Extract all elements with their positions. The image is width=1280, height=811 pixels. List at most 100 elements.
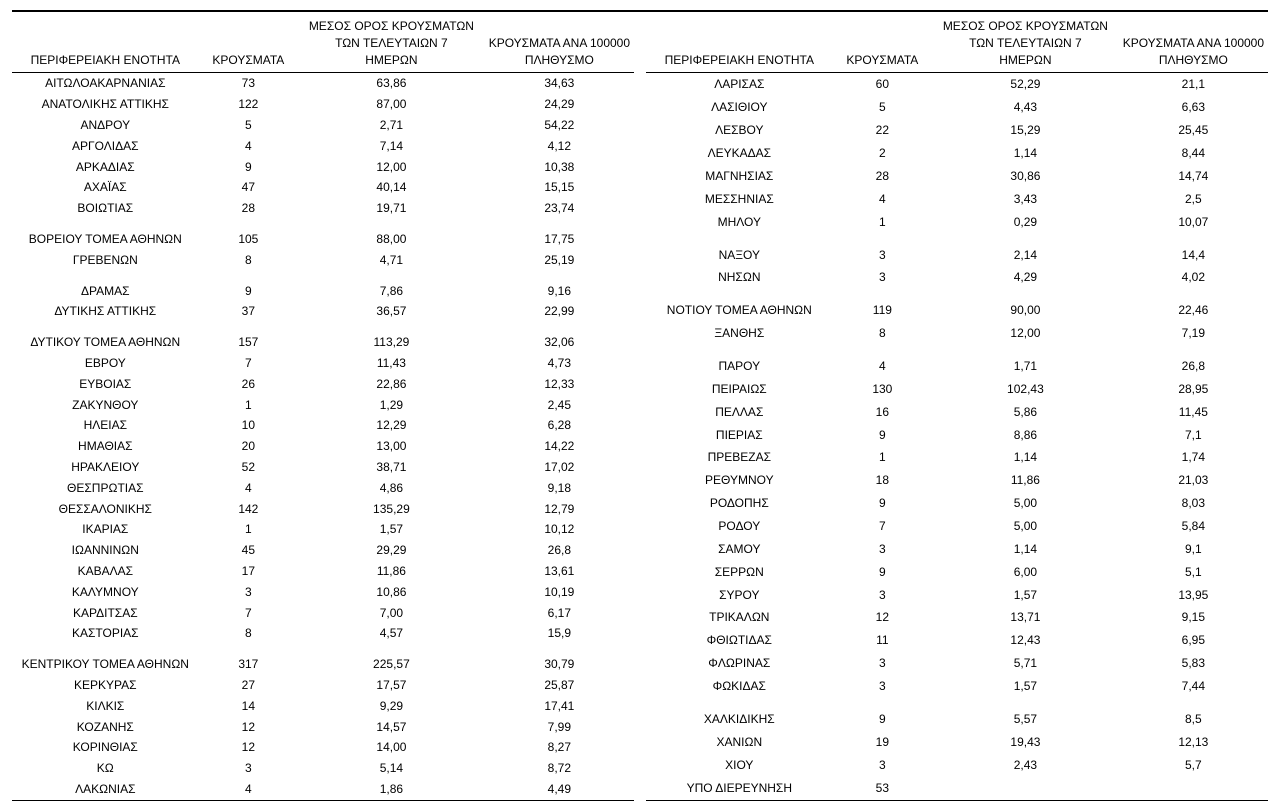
cell-per: 7,1 <box>1119 423 1268 446</box>
cell-cases: 4 <box>199 779 299 800</box>
cell-cases: 18 <box>833 469 933 492</box>
table-row: ΜΑΓΝΗΣΙΑΣ2830,8614,74 <box>646 165 1268 188</box>
table-row: ΛΑΣΙΘΙΟΥ54,436,63 <box>646 96 1268 119</box>
table-row: ΛΕΣΒΟΥ2215,2925,45 <box>646 119 1268 142</box>
table-row: ΝΗΣΩΝ34,294,02 <box>646 266 1268 289</box>
cell-cases: 7 <box>833 515 933 538</box>
cell-region: ΑΡΚΑΔΙΑΣ <box>12 157 199 178</box>
cell-per: 21,1 <box>1119 73 1268 96</box>
hdr-avg: ΜΕΣΟΣ ΟΡΟΣ ΚΡΟΥΣΜΑΤΩΝ ΤΩΝ ΤΕΛΕΥΤΑΙΩΝ 7 Η… <box>298 12 485 73</box>
table-row: ΣΥΡΟΥ31,5713,95 <box>646 584 1268 607</box>
table-row: ΦΘΙΩΤΙΔΑΣ1112,436,95 <box>646 629 1268 652</box>
cell-avg: 0,29 <box>932 211 1119 234</box>
table-row: ΝΑΞΟΥ32,1414,4 <box>646 243 1268 266</box>
cell-region: ΠΑΡΟΥ <box>646 355 833 378</box>
cell-per: 5,84 <box>1119 515 1268 538</box>
cell-region: ΣΥΡΟΥ <box>646 584 833 607</box>
cell-cases: 73 <box>199 73 299 94</box>
table-row: ΣΑΜΟΥ31,149,1 <box>646 538 1268 561</box>
cell-per: 12,33 <box>485 374 634 395</box>
cell-cases: 122 <box>199 94 299 115</box>
cell-per: 9,1 <box>1119 538 1268 561</box>
cell-region: ΚΩ <box>12 758 199 779</box>
cell-region: ΑΝΑΤΟΛΙΚΗΣ ΑΤΤΙΚΗΣ <box>12 94 199 115</box>
cell-per: 13,95 <box>1119 584 1268 607</box>
hdr-region: ΠΕΡΙΦΕΡΕΙΑΚΗ ΕΝΟΤΗΤΑ <box>12 12 199 73</box>
cell-region: ΔΥΤΙΚΟΥ ΤΟΜΕΑ ΑΘΗΝΩΝ <box>12 332 199 353</box>
cell-cases: 52 <box>199 457 299 478</box>
table-row: ΚΟΡΙΝΘΙΑΣ1214,008,27 <box>12 737 634 758</box>
cell-avg: 7,14 <box>298 136 485 157</box>
table-row: ΜΗΛΟΥ10,2910,07 <box>646 211 1268 234</box>
cell-cases: 27 <box>199 675 299 696</box>
cell-cases: 1 <box>833 211 933 234</box>
cell-cases: 53 <box>833 776 933 800</box>
cell-avg: 1,57 <box>932 675 1119 698</box>
cell-cases: 20 <box>199 436 299 457</box>
table-row: ΛΕΥΚΑΔΑΣ21,148,44 <box>646 142 1268 165</box>
cell-cases: 1 <box>199 519 299 540</box>
cell-avg: 17,57 <box>298 675 485 696</box>
cell-region: ΛΑΣΙΘΙΟΥ <box>646 96 833 119</box>
table-row: ΦΩΚΙΔΑΣ31,577,44 <box>646 675 1268 698</box>
table-row: ΚΕΡΚΥΡΑΣ2717,5725,87 <box>12 675 634 696</box>
table-row: ΕΥΒΟΙΑΣ2622,8612,33 <box>12 374 634 395</box>
cell-per: 8,72 <box>485 758 634 779</box>
cell-avg: 4,43 <box>932 96 1119 119</box>
table-row: ΑΧΑΪΑΣ4740,1415,15 <box>12 177 634 198</box>
cell-avg: 14,57 <box>298 717 485 738</box>
cell-avg: 5,57 <box>932 708 1119 731</box>
cell-per: 54,22 <box>485 115 634 136</box>
cell-cases: 3 <box>833 538 933 561</box>
cell-cases: 10 <box>199 415 299 436</box>
table-row: ΘΕΣΠΡΩΤΙΑΣ44,869,18 <box>12 478 634 499</box>
cell-region: ΚΑΒΑΛΑΣ <box>12 561 199 582</box>
table-row: ΛΑΚΩΝΙΑΣ41,864,49 <box>12 779 634 800</box>
cell-avg: 1,57 <box>298 519 485 540</box>
cell-cases: 3 <box>199 582 299 603</box>
hdr-cases: ΚΡΟΥΣΜΑΤΑ <box>833 12 933 73</box>
cell-avg: 5,00 <box>932 515 1119 538</box>
cell-region: ΛΑΚΩΝΙΑΣ <box>12 779 199 800</box>
cell-per: 11,45 <box>1119 401 1268 424</box>
cell-avg: 5,00 <box>932 492 1119 515</box>
cell-cases: 9 <box>833 708 933 731</box>
table-row <box>12 322 634 332</box>
cell-per: 5,1 <box>1119 561 1268 584</box>
table-row: ΙΚΑΡΙΑΣ11,5710,12 <box>12 519 634 540</box>
cell-avg: 11,86 <box>298 561 485 582</box>
cell-per: 8,5 <box>1119 708 1268 731</box>
cell-per: 22,99 <box>485 301 634 322</box>
cell-per: 5,7 <box>1119 754 1268 777</box>
cell-region: ΒΟΙΩΤΙΑΣ <box>12 198 199 219</box>
table-row: ΤΡΙΚΑΛΩΝ1213,719,15 <box>646 606 1268 629</box>
cell-avg: 29,29 <box>298 540 485 561</box>
table-row: ΜΕΣΣΗΝΙΑΣ43,432,5 <box>646 188 1268 211</box>
cell-region: ΗΛΕΙΑΣ <box>12 415 199 436</box>
cell-cases: 9 <box>199 157 299 178</box>
cell-cases: 4 <box>833 355 933 378</box>
cell-cases: 12 <box>199 737 299 758</box>
cell-avg: 5,14 <box>298 758 485 779</box>
cell-region: ΘΕΣΠΡΩΤΙΑΣ <box>12 478 199 499</box>
table-row: ΧΙΟΥ32,435,7 <box>646 754 1268 777</box>
table-row <box>12 644 634 654</box>
cell-avg: 5,71 <box>932 652 1119 675</box>
cell-cases: 5 <box>199 115 299 136</box>
cell-per: 21,03 <box>1119 469 1268 492</box>
cell-per: 25,19 <box>485 250 634 271</box>
table-row: ΡΕΘΥΜΝΟΥ1811,8621,03 <box>646 469 1268 492</box>
cell-region: ΥΠΟ ΔΙΕΡΕΥΝΗΣΗ <box>646 776 833 800</box>
cell-per: 4,02 <box>1119 266 1268 289</box>
hdr-cases: ΚΡΟΥΣΜΑΤΑ <box>199 12 299 73</box>
cell-avg: 4,71 <box>298 250 485 271</box>
table-row: ΘΕΣΣΑΛΟΝΙΚΗΣ142135,2912,79 <box>12 499 634 520</box>
left-table: ΠΕΡΙΦΕΡΕΙΑΚΗ ΕΝΟΤΗΤΑ ΚΡΟΥΣΜΑΤΑ ΜΕΣΟΣ ΟΡΟ… <box>12 12 634 801</box>
cell-avg: 19,43 <box>932 731 1119 754</box>
cell-cases: 9 <box>199 281 299 302</box>
table-row <box>646 345 1268 355</box>
cell-cases: 105 <box>199 229 299 250</box>
table-row: ΔΥΤΙΚΟΥ ΤΟΜΕΑ ΑΘΗΝΩΝ157113,2932,06 <box>12 332 634 353</box>
cell-avg: 135,29 <box>298 499 485 520</box>
cell-region: ΛΕΣΒΟΥ <box>646 119 833 142</box>
